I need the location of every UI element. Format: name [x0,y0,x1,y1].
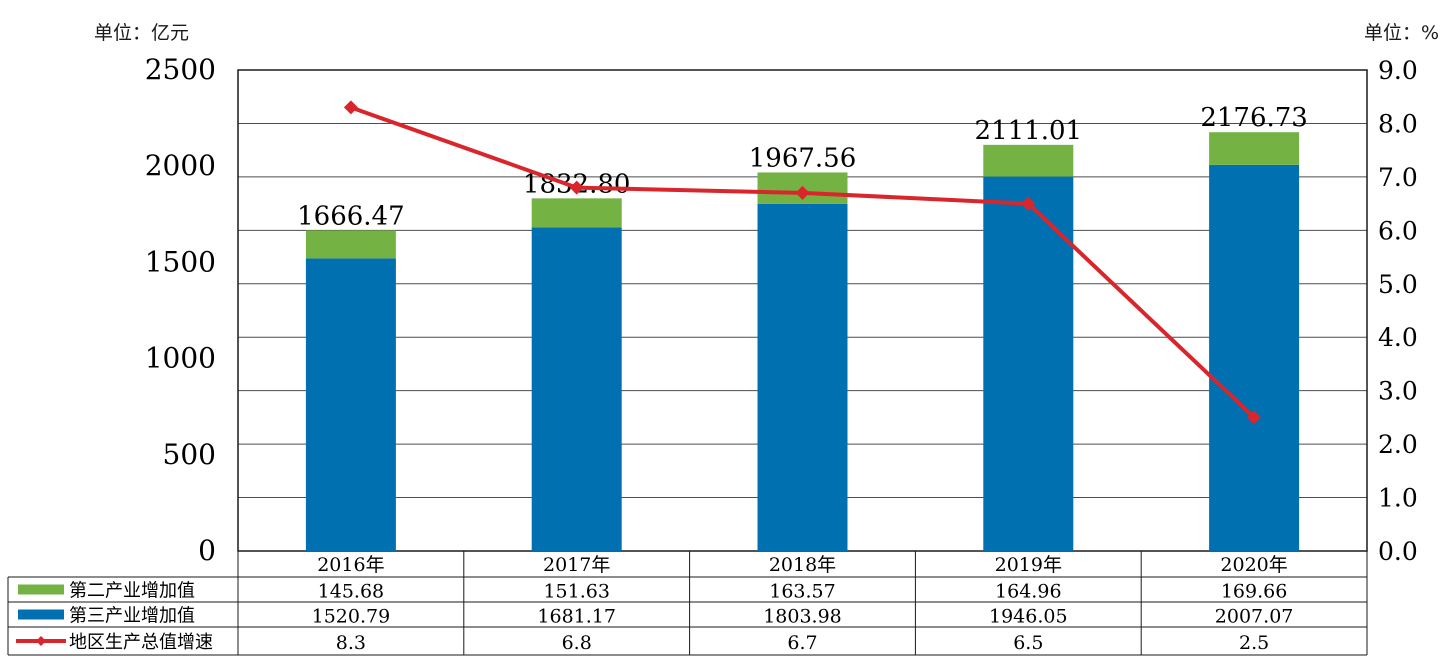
y-left-tick-label: 1000 [145,342,216,375]
legend-key-growth-marker [36,636,46,646]
x-category-label: 2017年 [543,554,610,576]
table-cell: 1681.17 [537,606,616,628]
bar-total-label: 2111.01 [975,116,1083,146]
bar-total-label: 1967.56 [749,143,857,173]
y-right-tick-label: 6.0 [1378,216,1418,245]
growth-point [1021,196,1036,211]
growth-point [795,185,810,200]
growth-point [1247,410,1262,425]
table-cell: 6.5 [1013,632,1043,654]
bar-secondary [305,230,396,259]
bar-tertiary [757,203,848,551]
y-right-tick-label: 3.0 [1378,377,1418,406]
x-category-label: 2016年 [317,554,384,576]
bar-tertiary [531,227,622,551]
growth-point [343,100,358,115]
y-right-tick-label: 4.0 [1378,323,1418,352]
bar-tertiary [1209,164,1300,552]
right-axis-unit: 单位：% [1364,22,1440,44]
growth-point [569,180,584,195]
bar-secondary [531,198,622,228]
y-right-tick-label: 8.0 [1378,109,1418,138]
table-cell: 151.63 [543,581,609,603]
y-right-tick-label: 5.0 [1378,270,1418,299]
y-right-tick-label: 0.0 [1378,537,1418,566]
legend-key-tertiary [18,609,64,620]
y-left-tick-label: 1500 [145,245,216,278]
y-left-tick-label: 2500 [145,53,216,86]
x-category-label: 2020年 [1220,554,1287,576]
table-cell: 2007.07 [1215,606,1294,628]
y-right-tick-label: 2.0 [1378,430,1418,459]
table-cell: 1803.98 [763,606,842,628]
legend-key-secondary [18,584,64,595]
table-cell: 2.5 [1239,632,1269,654]
table-cell: 1520.79 [312,606,391,628]
bar-secondary [983,144,1074,177]
y-left-tick-label: 500 [163,438,216,471]
x-category-label: 2019年 [995,554,1062,576]
bar-secondary [1209,132,1300,165]
table-cell: 163.57 [769,581,835,603]
table-cell: 6.7 [787,632,817,654]
bar-tertiary [983,176,1074,551]
y-right-tick-label: 1.0 [1378,484,1418,513]
y-right-tick-label: 9.0 [1378,56,1418,85]
bar-total-label: 2176.73 [1200,103,1308,133]
table-row-label: 第三产业增加值 [69,606,195,627]
table-row-label: 第二产业增加值 [69,581,195,602]
table-cell: 6.8 [562,632,592,654]
table-cell: 145.68 [318,581,384,603]
table-cell: 1946.05 [989,606,1068,628]
y-left-tick-label: 0 [198,534,216,567]
table-cell: 164.96 [995,581,1061,603]
y-left-tick-label: 2000 [145,149,216,182]
left-axis-unit: 单位：亿元 [94,22,190,44]
table-row-label: 地区生产总值增速 [69,632,213,653]
table-cell: 8.3 [336,632,366,654]
x-category-label: 2018年 [769,554,836,576]
y-right-tick-label: 7.0 [1378,163,1418,192]
table-cell: 169.66 [1221,581,1287,603]
bar-total-label: 1666.47 [297,201,405,231]
bar-tertiary [305,258,396,551]
